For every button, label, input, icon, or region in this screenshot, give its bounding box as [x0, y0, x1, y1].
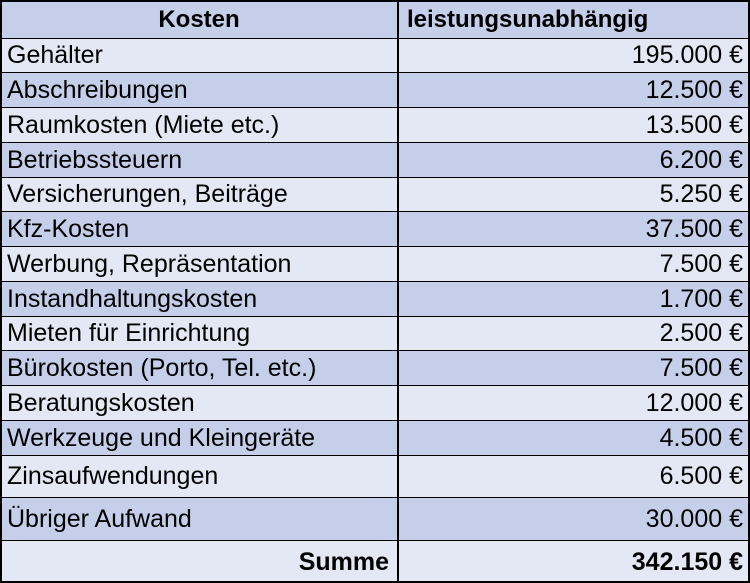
- table-header-row: Kosten leistungsunabhängig: [1, 1, 749, 38]
- row-label: Beratungskosten: [1, 386, 399, 420]
- row-value: 2.500 €: [659, 319, 743, 347]
- table-gridline: [0, 540, 750, 541]
- table-row: Werbung, Repräsentation 7.500 €: [1, 247, 749, 281]
- row-value: 4.500 €: [659, 423, 743, 452]
- row-value: 13.500 €: [645, 110, 743, 139]
- row-label: Instandhaltungskosten: [1, 282, 399, 316]
- table-row: Raumkosten (Miete etc.) 13.500 €: [1, 108, 749, 142]
- table-row: Kfz-Kosten 37.500 €: [1, 212, 749, 246]
- table-gridline: [0, 72, 750, 73]
- row-label: Kfz-Kosten: [1, 212, 399, 246]
- row-label: Übriger Aufwand: [1, 498, 399, 540]
- table-gridline: [0, 497, 750, 498]
- table-gridline: [0, 281, 750, 282]
- table-border: [0, 0, 2, 583]
- header-leistungsunabhaengig: leistungsunabhängig: [407, 5, 649, 33]
- row-value: 7.500 €: [659, 249, 743, 278]
- table-row: Abschreibungen 12.500 €: [1, 73, 749, 107]
- row-label: Zinsaufwendungen: [1, 456, 399, 497]
- table-gridline: [0, 142, 750, 143]
- row-label: Versicherungen, Beiträge: [1, 178, 399, 211]
- row-label: Betriebssteuern: [1, 143, 399, 177]
- table-row: Instandhaltungskosten 1.700 €: [1, 282, 749, 316]
- table-row: Beratungskosten 12.000 €: [1, 386, 749, 420]
- row-value: 195.000 €: [631, 41, 743, 69]
- table-row: Betriebssteuern 6.200 €: [1, 143, 749, 177]
- table-gridline: [0, 107, 750, 108]
- table-gridline: [0, 246, 750, 247]
- table-gridline: [0, 177, 750, 178]
- table-row: Zinsaufwendungen 6.500 €: [1, 456, 749, 497]
- row-value: 12.000 €: [645, 388, 743, 417]
- sum-value: 342.150 €: [631, 547, 743, 576]
- table-gridline: [0, 455, 750, 456]
- table-row: Übriger Aufwand 30.000 €: [1, 498, 749, 540]
- table-border: [748, 0, 750, 583]
- row-label: Abschreibungen: [1, 73, 399, 107]
- row-value: 1.700 €: [659, 284, 743, 313]
- row-value: 6.200 €: [659, 145, 743, 174]
- row-label: Werkzeuge und Kleingeräte: [1, 421, 399, 455]
- row-value: 30.000 €: [645, 504, 743, 533]
- row-value: 6.500 €: [659, 462, 743, 490]
- row-value: 5.250 €: [659, 180, 743, 208]
- table-gridline: [0, 211, 750, 212]
- row-label: Werbung, Repräsentation: [1, 247, 399, 281]
- table-gridline: [0, 350, 750, 351]
- table-gridline: [0, 385, 750, 386]
- table-gridline: [0, 316, 750, 317]
- row-label: Bürokosten (Porto, Tel. etc.): [1, 351, 399, 385]
- table-gridline: [0, 0, 750, 2]
- row-label: Raumkosten (Miete etc.): [1, 108, 399, 142]
- row-value: 37.500 €: [645, 214, 743, 243]
- table-row: Versicherungen, Beiträge 5.250 €: [1, 178, 749, 211]
- row-label: Gehälter: [1, 39, 399, 72]
- sum-label: Summe: [1, 541, 399, 583]
- header-kosten: Kosten: [1, 1, 399, 38]
- sum-row: Summe 342.150 €: [1, 541, 749, 583]
- table-row: Bürokosten (Porto, Tel. etc.) 7.500 €: [1, 351, 749, 385]
- table-gridline: [0, 38, 750, 39]
- table-row: Gehälter 195.000 €: [1, 39, 749, 72]
- table-gridline: [0, 581, 750, 583]
- row-value: 12.500 €: [645, 75, 743, 104]
- row-value: 7.500 €: [659, 353, 743, 382]
- table-gridline: [0, 420, 750, 421]
- table-row: Werkzeuge und Kleingeräte 4.500 €: [1, 421, 749, 455]
- table-row: Mieten für Einrichtung 2.500 €: [1, 317, 749, 350]
- row-label: Mieten für Einrichtung: [1, 317, 399, 350]
